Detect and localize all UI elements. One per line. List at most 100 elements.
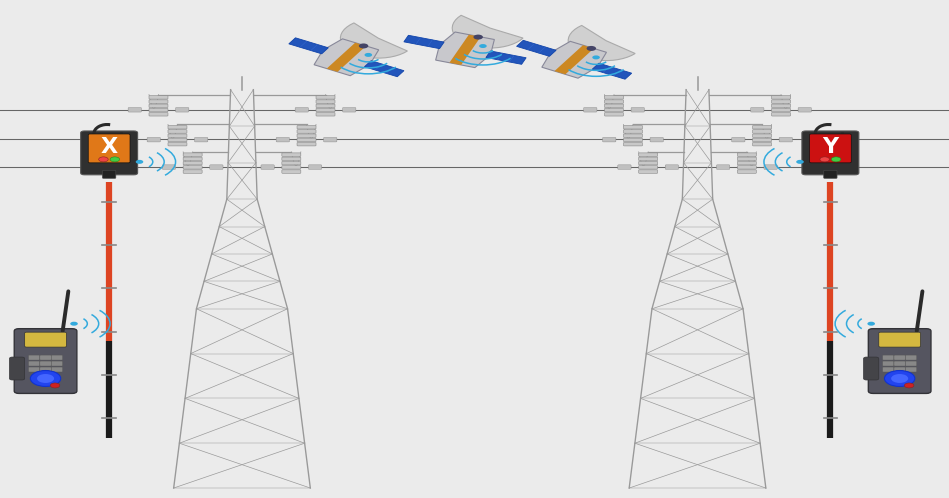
Polygon shape <box>554 45 594 74</box>
FancyBboxPatch shape <box>51 355 63 360</box>
Polygon shape <box>516 40 556 56</box>
FancyBboxPatch shape <box>168 138 187 141</box>
FancyBboxPatch shape <box>316 100 335 103</box>
FancyBboxPatch shape <box>40 367 51 372</box>
Polygon shape <box>486 51 526 64</box>
FancyBboxPatch shape <box>324 137 337 142</box>
FancyBboxPatch shape <box>28 361 40 366</box>
Circle shape <box>70 322 78 326</box>
FancyBboxPatch shape <box>631 108 644 112</box>
FancyBboxPatch shape <box>295 108 308 112</box>
Circle shape <box>50 383 60 388</box>
Circle shape <box>110 157 120 162</box>
FancyBboxPatch shape <box>605 100 623 103</box>
Circle shape <box>364 53 372 57</box>
Polygon shape <box>341 23 407 58</box>
Polygon shape <box>542 41 606 78</box>
FancyBboxPatch shape <box>894 367 905 372</box>
Circle shape <box>904 383 914 388</box>
FancyBboxPatch shape <box>88 134 130 163</box>
FancyBboxPatch shape <box>772 104 791 108</box>
FancyBboxPatch shape <box>183 170 202 173</box>
FancyBboxPatch shape <box>650 137 663 142</box>
FancyBboxPatch shape <box>753 125 772 129</box>
FancyBboxPatch shape <box>210 165 223 169</box>
Text: Y: Y <box>823 137 838 157</box>
Text: X: X <box>101 137 118 157</box>
FancyBboxPatch shape <box>732 137 745 142</box>
FancyBboxPatch shape <box>149 108 168 112</box>
FancyBboxPatch shape <box>147 137 160 142</box>
FancyBboxPatch shape <box>28 367 40 372</box>
FancyBboxPatch shape <box>605 108 623 112</box>
FancyBboxPatch shape <box>868 329 931 393</box>
FancyBboxPatch shape <box>603 137 616 142</box>
FancyBboxPatch shape <box>183 161 202 165</box>
FancyBboxPatch shape <box>639 157 658 160</box>
FancyBboxPatch shape <box>737 153 756 156</box>
Polygon shape <box>288 38 328 54</box>
FancyBboxPatch shape <box>809 134 851 163</box>
Circle shape <box>99 157 108 162</box>
FancyBboxPatch shape <box>308 165 322 169</box>
FancyBboxPatch shape <box>639 153 658 156</box>
Polygon shape <box>452 15 523 48</box>
Circle shape <box>891 374 908 383</box>
Polygon shape <box>314 39 379 76</box>
FancyBboxPatch shape <box>764 165 777 169</box>
FancyBboxPatch shape <box>297 142 316 146</box>
FancyBboxPatch shape <box>282 165 301 169</box>
FancyBboxPatch shape <box>772 100 791 103</box>
Circle shape <box>136 160 143 164</box>
Circle shape <box>592 55 600 59</box>
FancyBboxPatch shape <box>168 142 187 146</box>
FancyBboxPatch shape <box>149 100 168 103</box>
FancyBboxPatch shape <box>183 153 202 156</box>
FancyBboxPatch shape <box>162 165 176 169</box>
FancyBboxPatch shape <box>343 108 356 112</box>
Circle shape <box>867 322 875 326</box>
FancyBboxPatch shape <box>102 170 116 178</box>
Polygon shape <box>326 43 366 72</box>
FancyBboxPatch shape <box>737 165 756 169</box>
FancyBboxPatch shape <box>183 165 202 169</box>
FancyBboxPatch shape <box>149 96 168 99</box>
FancyBboxPatch shape <box>753 138 772 141</box>
FancyBboxPatch shape <box>639 165 658 169</box>
FancyBboxPatch shape <box>40 361 51 366</box>
FancyBboxPatch shape <box>282 170 301 173</box>
FancyBboxPatch shape <box>905 367 917 372</box>
FancyBboxPatch shape <box>864 357 879 380</box>
FancyBboxPatch shape <box>753 134 772 137</box>
FancyBboxPatch shape <box>81 131 138 175</box>
FancyBboxPatch shape <box>51 367 63 372</box>
Polygon shape <box>568 25 635 61</box>
FancyBboxPatch shape <box>737 170 756 173</box>
FancyBboxPatch shape <box>623 134 642 137</box>
FancyBboxPatch shape <box>802 131 859 175</box>
FancyBboxPatch shape <box>883 355 894 360</box>
FancyBboxPatch shape <box>316 108 335 112</box>
FancyBboxPatch shape <box>753 129 772 133</box>
FancyBboxPatch shape <box>316 96 335 99</box>
FancyBboxPatch shape <box>168 129 187 133</box>
FancyBboxPatch shape <box>195 137 208 142</box>
FancyBboxPatch shape <box>282 157 301 160</box>
FancyBboxPatch shape <box>894 361 905 366</box>
Circle shape <box>474 34 483 39</box>
Circle shape <box>820 157 829 162</box>
FancyBboxPatch shape <box>605 96 623 99</box>
FancyBboxPatch shape <box>618 165 631 169</box>
FancyBboxPatch shape <box>883 361 894 366</box>
Polygon shape <box>592 63 632 79</box>
FancyBboxPatch shape <box>297 129 316 133</box>
Circle shape <box>586 46 596 51</box>
Circle shape <box>30 371 61 386</box>
FancyBboxPatch shape <box>168 134 187 137</box>
FancyBboxPatch shape <box>40 355 51 360</box>
Circle shape <box>359 43 368 48</box>
FancyBboxPatch shape <box>737 161 756 165</box>
FancyBboxPatch shape <box>276 137 289 142</box>
FancyBboxPatch shape <box>28 355 40 360</box>
FancyBboxPatch shape <box>623 125 642 129</box>
